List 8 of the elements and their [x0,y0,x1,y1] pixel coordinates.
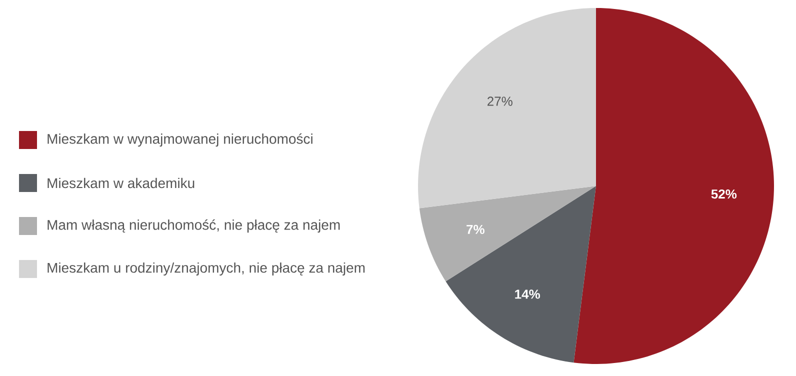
legend-label: Mieszkam w akademiku [48,178,194,188]
data-label: 27% [488,96,512,106]
legend-label: Mieszkam u rodziny/znajomych, nie płacę za najem [48,262,365,276]
legend-label: Mieszkam w wynajmowanej nieruchomości [48,133,312,147]
data-label: 52% [711,189,737,199]
data-label: 14% [515,290,540,299]
legend-label: Mam własną nieruchomość, nie płacę za najem [48,219,340,233]
data-label: 7% [466,224,484,234]
